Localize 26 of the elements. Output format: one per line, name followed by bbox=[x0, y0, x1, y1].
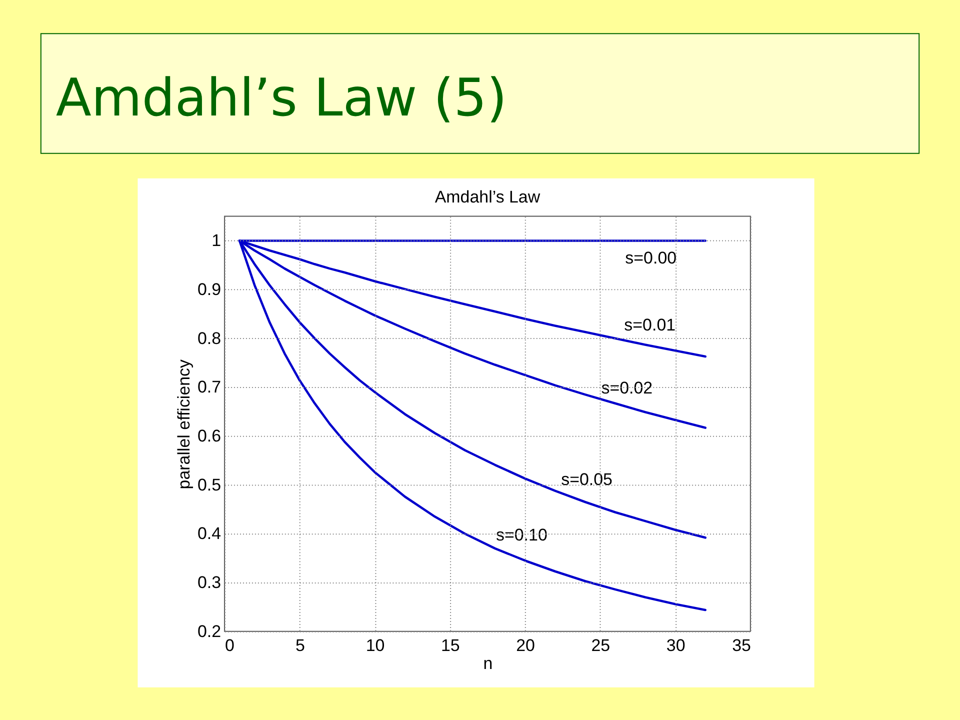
series-label: s=0.10 bbox=[496, 525, 548, 544]
y-tick-label: 0.9 bbox=[197, 280, 222, 300]
y-tick-label: 0.3 bbox=[197, 573, 222, 592]
series-label: s=0.05 bbox=[561, 470, 612, 489]
x-tick-label: 5 bbox=[295, 636, 305, 655]
x-tick-label: 10 bbox=[366, 636, 385, 655]
x-tick-label: 15 bbox=[440, 636, 460, 655]
chart-title: Amdahl’s Law (5) bbox=[56, 68, 508, 129]
series-label: s=0.00 bbox=[625, 248, 677, 268]
y-axis-title: parallel efficiency bbox=[174, 358, 194, 490]
y-tick-label: 1 bbox=[212, 231, 222, 250]
y-tick-label: 0.8 bbox=[197, 328, 222, 348]
x-tick-label: 0 bbox=[225, 636, 234, 655]
series-label: s=0.01 bbox=[624, 315, 676, 334]
x-tick-label: 20 bbox=[516, 636, 535, 655]
y-tick-label: 0.6 bbox=[197, 426, 222, 446]
x-tick-label: 25 bbox=[591, 636, 610, 655]
chart-subtitle: Amdahl’s Law bbox=[434, 187, 541, 206]
series-label: s=0.02 bbox=[601, 378, 653, 398]
x-axis-title: n bbox=[483, 654, 493, 673]
x-tick-label: 35 bbox=[732, 636, 751, 655]
x-tick-label: 30 bbox=[666, 636, 686, 655]
y-tick-label: 0.7 bbox=[197, 378, 222, 397]
y-tick-label: 0.2 bbox=[197, 622, 222, 641]
y-tick-label: 0.5 bbox=[197, 475, 222, 494]
y-tick-label: 0.4 bbox=[197, 524, 222, 544]
